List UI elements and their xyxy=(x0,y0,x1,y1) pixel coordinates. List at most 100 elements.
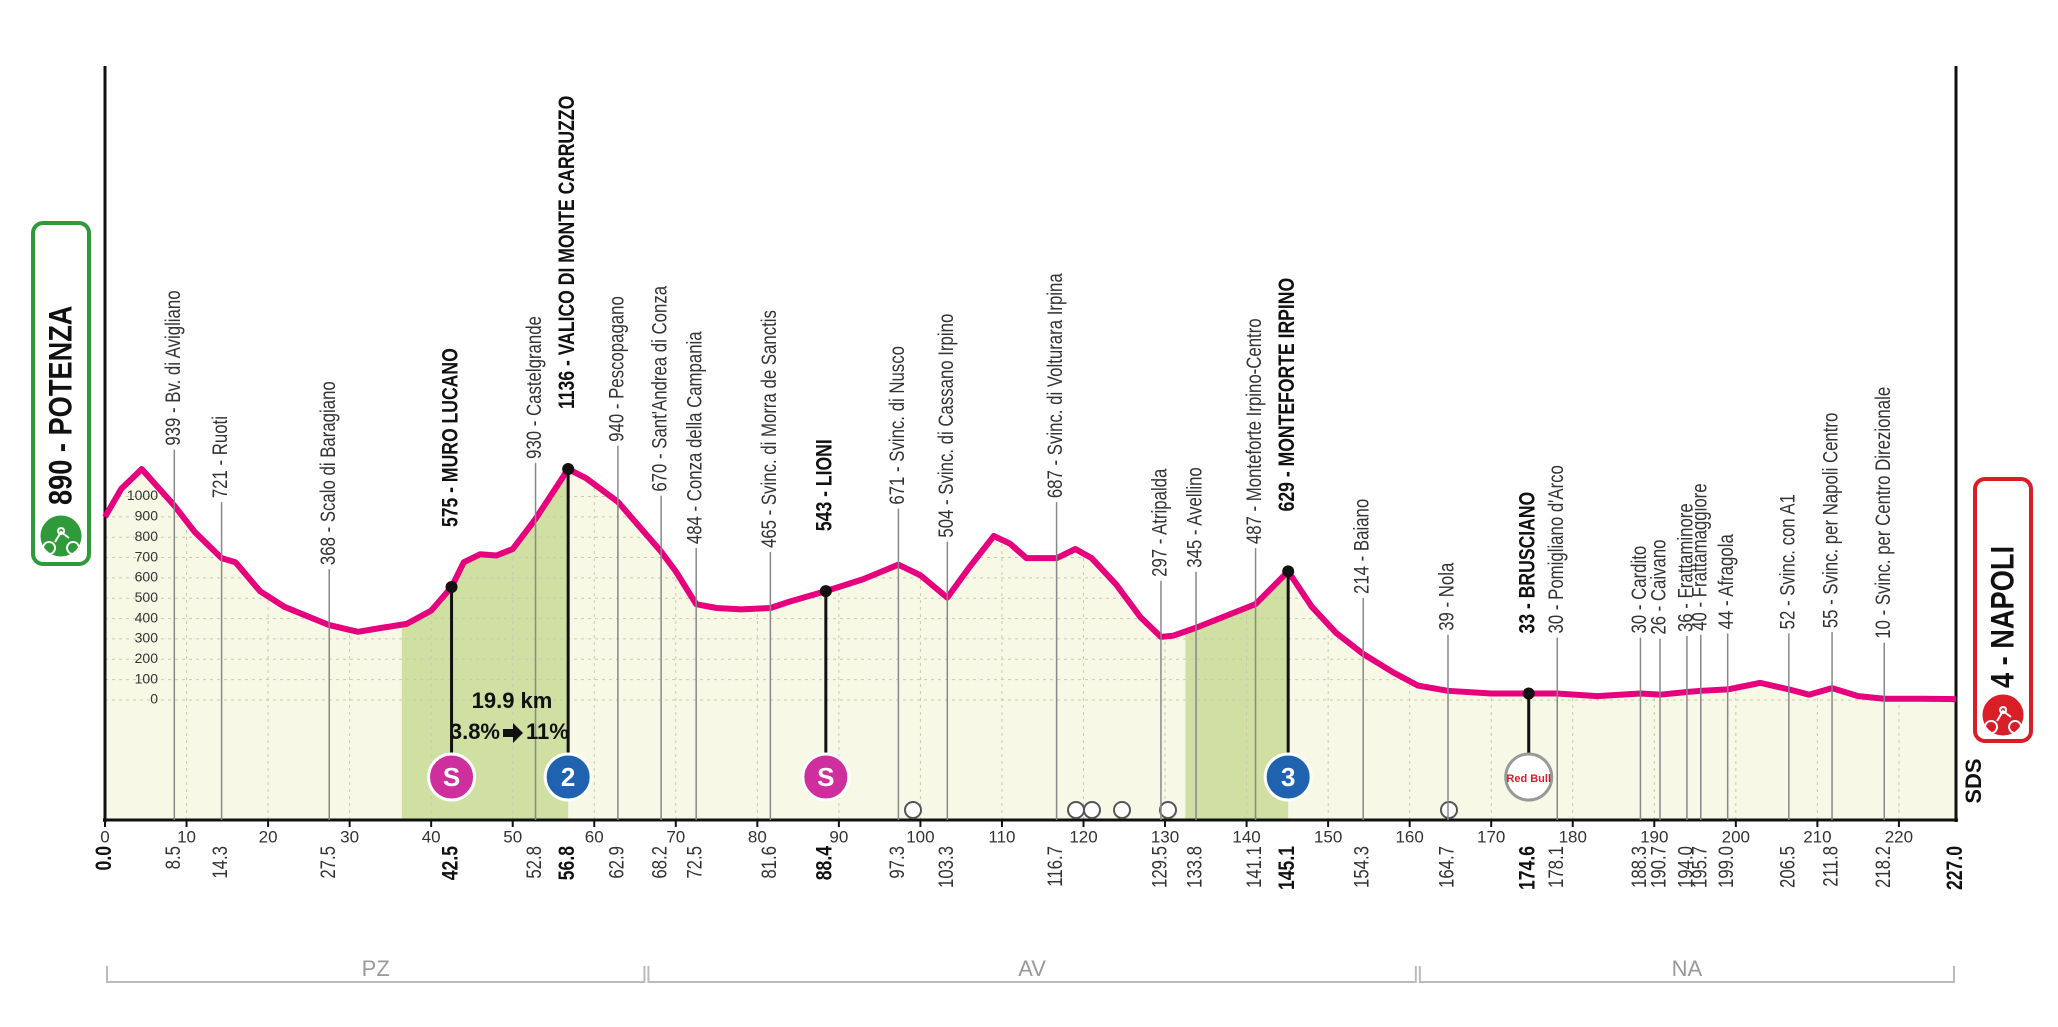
waypoint-label: 575 - MURO LUCANO xyxy=(439,348,463,527)
climb-arrow xyxy=(503,723,523,743)
y-tick-label: 600 xyxy=(135,569,159,585)
waypoint-label: 10 - Svinc. per Centro Direzionale xyxy=(1872,387,1895,639)
finish-icon xyxy=(1979,691,2027,739)
start-bike xyxy=(42,527,81,555)
x-tick-label: 200 xyxy=(1722,827,1750,846)
x-tick-label: 220 xyxy=(1885,827,1913,846)
km-label: 145.1 xyxy=(1275,846,1299,890)
waypoint-label: 543 - LIONI xyxy=(813,439,837,531)
x-tick-label: 140 xyxy=(1232,827,1260,846)
km-label: 72.5 xyxy=(684,846,707,879)
km-label: 211.8 xyxy=(1820,846,1843,887)
km-label: 195.7 xyxy=(1689,846,1712,888)
km-label: 194.0 xyxy=(1675,846,1698,888)
climb-length: 19.9 km xyxy=(472,688,553,713)
waypoint-label: 40 - Frattamaggiore xyxy=(1689,483,1712,630)
waypoint-label: 52 - Svinc. con A1 xyxy=(1777,494,1800,629)
tunnel-icon xyxy=(1083,801,1101,819)
x-tick-label: 160 xyxy=(1395,827,1423,846)
tunnel-icon xyxy=(904,801,922,819)
km-label: 133.8 xyxy=(1184,846,1207,888)
km-label: 52.8 xyxy=(523,846,546,879)
km-label: 97.3 xyxy=(886,846,909,879)
km-label: 218.2 xyxy=(1872,846,1895,888)
region-label: NA xyxy=(1672,956,1703,981)
start-box xyxy=(31,221,91,566)
km-label: 0.0 xyxy=(92,846,116,870)
profile-line xyxy=(102,466,1957,703)
km-label: 206.5 xyxy=(1777,846,1800,888)
logo: SDS xyxy=(1961,758,1986,803)
climb-max: 11% xyxy=(526,719,569,744)
waypoint-label: 345 - Avellino xyxy=(1184,467,1207,567)
region-bracket xyxy=(106,966,646,983)
tunnel-icon xyxy=(1067,801,1085,819)
km-label: 190.7 xyxy=(1648,846,1671,888)
km-label: 88.4 xyxy=(813,846,837,880)
marker-label: S xyxy=(817,762,834,792)
marker xyxy=(427,752,477,802)
marker xyxy=(1504,752,1554,802)
waypoint-dot xyxy=(819,585,832,598)
km-label: 81.6 xyxy=(758,846,781,879)
waypoint-label: 504 - Svinc. di Cassano Irpino xyxy=(935,314,958,538)
waypoint-label: 30 - Cardito xyxy=(1628,546,1651,634)
x-tick-label: 30 xyxy=(340,827,359,846)
waypoint-label: 1136 - VALICO DI MONTE CARRUZZO xyxy=(555,96,579,409)
waypoint-label: 36 - Frattaminore xyxy=(1675,503,1698,632)
km-label: 56.8 xyxy=(555,846,579,880)
x-tick-label: 180 xyxy=(1559,827,1587,846)
km-label: 227.0 xyxy=(1943,846,1967,890)
x-tick-label: 20 xyxy=(259,827,278,846)
waypoint-label: 368 - Scalo di Baragiano xyxy=(317,381,340,565)
region-label: PZ xyxy=(362,956,390,981)
road-icons xyxy=(904,801,1458,819)
y-tick-label: 800 xyxy=(135,528,159,544)
waypoint-dot xyxy=(562,463,575,476)
crossing-icon xyxy=(1440,801,1458,819)
foreground-layer: 0 100 200 300 400 500 600 700 800 900 1000 0 10 20 30 4… xyxy=(92,96,1967,983)
waypoint-label: 670 - Sant'Andrea di Conza xyxy=(649,286,672,492)
x-tick-label: 130 xyxy=(1151,827,1179,846)
km-label: 164.7 xyxy=(1436,846,1459,888)
waypoint-label: 33 - BRUSCIANO xyxy=(1516,492,1540,634)
waypoint-label: 30 - Pomigliano d'Arco xyxy=(1545,465,1568,633)
km-label: 103.3 xyxy=(935,846,958,888)
marker xyxy=(1263,752,1313,802)
waypoint-label: 930 - Castelgrande xyxy=(523,316,546,459)
background-layer xyxy=(105,469,1956,820)
waypoint-label: 629 - MONTEFORTE IRPINO xyxy=(1275,278,1299,512)
km-label: 68.2 xyxy=(649,846,672,879)
y-tick-label: 500 xyxy=(135,589,159,605)
km-label: 27.5 xyxy=(317,846,340,879)
x-tick-label: 120 xyxy=(1069,827,1097,846)
km-label: 174.6 xyxy=(1516,846,1540,890)
x-tick-label: 70 xyxy=(666,827,685,846)
km-label: 154.3 xyxy=(1351,846,1374,888)
x-tick-label: 170 xyxy=(1477,827,1505,846)
x-tick-label: 150 xyxy=(1314,827,1342,846)
y-tick-label: 200 xyxy=(135,650,159,666)
marker-label: 2 xyxy=(561,762,575,792)
marker xyxy=(543,752,593,802)
marker-label: 3 xyxy=(1281,762,1295,792)
x-tick-label: 90 xyxy=(829,827,848,846)
x-tick-label: 190 xyxy=(1640,827,1668,846)
region-bracket xyxy=(647,966,1417,983)
waypoint-dot xyxy=(1522,687,1535,700)
crossing-icon xyxy=(1159,801,1177,819)
y-tick-label: 400 xyxy=(135,609,159,625)
finish-label: 4 - NAPOLI xyxy=(1985,546,2021,688)
waypoint-label: 26 - Caivano xyxy=(1648,539,1671,634)
y-tick-label: 300 xyxy=(135,630,159,646)
waypoint-label: 687 - Svinc. di Volturara Irpina xyxy=(1044,273,1067,498)
climb-avg: 3.8% xyxy=(450,719,500,744)
marker-label: Red Bull xyxy=(1506,773,1551,785)
y-tick-label: 0 xyxy=(150,691,158,707)
waypoint-label: 940 - Pescopagano xyxy=(606,296,629,442)
x-tick-label: 210 xyxy=(1803,827,1831,846)
km-label: 42.5 xyxy=(439,846,463,880)
waypoint-label: 55 - Svinc. per Napoli Centro xyxy=(1820,413,1843,629)
y-tick-label: 1000 xyxy=(127,487,158,503)
